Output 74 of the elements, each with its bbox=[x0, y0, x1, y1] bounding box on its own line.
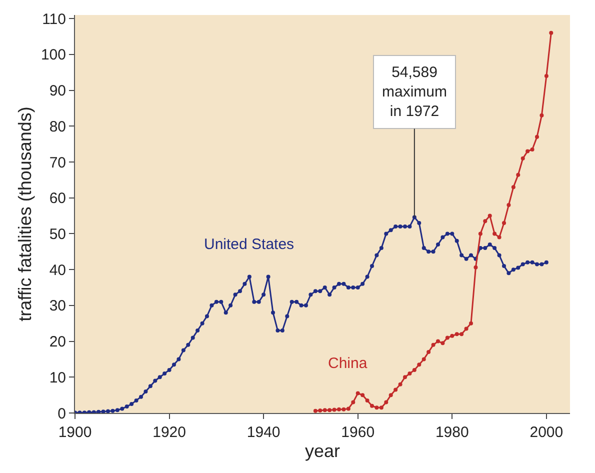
y-tick-label: 110 bbox=[42, 10, 66, 28]
point bbox=[384, 400, 388, 404]
point bbox=[469, 321, 473, 326]
point bbox=[394, 388, 398, 392]
point bbox=[492, 232, 497, 236]
x-tick-label: 1920 bbox=[152, 424, 186, 441]
point bbox=[346, 406, 350, 411]
point bbox=[488, 214, 492, 218]
y-tick-label: 80 bbox=[49, 118, 66, 136]
point bbox=[374, 406, 379, 410]
point bbox=[454, 332, 459, 336]
point bbox=[497, 235, 502, 240]
point bbox=[403, 375, 407, 380]
point bbox=[483, 219, 488, 224]
y-tick-label: 20 bbox=[49, 334, 66, 351]
y-tick-label: 60 bbox=[49, 190, 66, 208]
point bbox=[506, 203, 511, 208]
point bbox=[318, 408, 322, 412]
point bbox=[511, 185, 516, 190]
point bbox=[436, 339, 440, 344]
point bbox=[379, 406, 384, 410]
point bbox=[417, 362, 422, 367]
point bbox=[351, 400, 356, 404]
point bbox=[460, 332, 464, 336]
x-axis-title: year bbox=[304, 441, 340, 462]
point bbox=[445, 336, 450, 340]
point bbox=[337, 407, 341, 412]
point bbox=[322, 408, 327, 412]
y-tick-label: 10 bbox=[49, 369, 66, 386]
x-tick-label: 2000 bbox=[530, 424, 564, 441]
point bbox=[516, 172, 520, 177]
point bbox=[520, 156, 525, 160]
annotation: 54,589 maximum in 1972 bbox=[382, 64, 448, 120]
point bbox=[328, 408, 332, 412]
point bbox=[360, 393, 365, 398]
y-tick-label: 30 bbox=[49, 298, 66, 315]
point bbox=[464, 326, 468, 331]
y-tick-label: 40 bbox=[49, 262, 66, 279]
y-tick-label: 0 bbox=[58, 405, 66, 422]
y-tick-label: 70 bbox=[49, 154, 66, 172]
point bbox=[502, 220, 506, 225]
point bbox=[431, 342, 436, 347]
point bbox=[412, 368, 416, 372]
point bbox=[549, 30, 554, 35]
point bbox=[478, 232, 482, 236]
point bbox=[398, 382, 402, 386]
point bbox=[530, 147, 534, 152]
point bbox=[440, 341, 445, 346]
point bbox=[426, 350, 431, 354]
series-label: China bbox=[328, 355, 368, 372]
text: United States bbox=[204, 236, 294, 253]
point bbox=[474, 265, 478, 270]
x-tick-label: 1900 bbox=[58, 424, 92, 441]
x-tick-label: 1940 bbox=[246, 424, 280, 441]
y-tick-label: 100 bbox=[40, 46, 66, 64]
point bbox=[365, 398, 370, 402]
y-tick-label: 50 bbox=[49, 226, 66, 243]
y-axis-title: traffic fatalities (thousands) bbox=[15, 106, 36, 322]
point bbox=[408, 372, 412, 376]
point bbox=[370, 404, 374, 408]
point bbox=[422, 357, 426, 362]
point bbox=[356, 391, 360, 396]
point bbox=[535, 134, 539, 139]
point bbox=[388, 393, 393, 398]
point bbox=[332, 408, 336, 412]
point bbox=[540, 113, 544, 118]
point bbox=[313, 408, 318, 413]
point bbox=[450, 334, 454, 338]
point bbox=[342, 407, 346, 412]
y-tick-label: 90 bbox=[49, 82, 66, 100]
x-tick-label: 1960 bbox=[341, 424, 375, 441]
point bbox=[544, 74, 548, 78]
point bbox=[526, 149, 530, 154]
x-tick-label: 1980 bbox=[435, 424, 469, 441]
